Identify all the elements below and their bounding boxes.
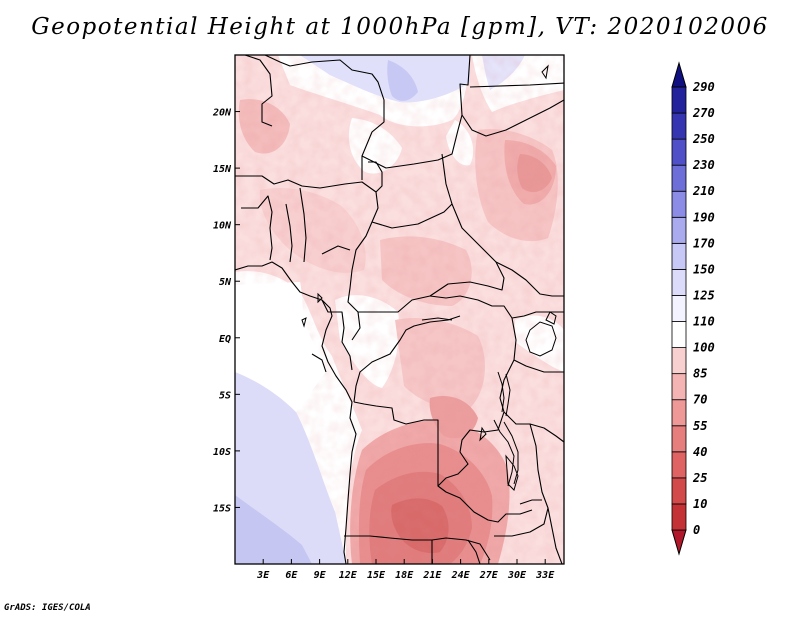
lon-tick-label: 3E — [256, 570, 270, 581]
colorbar-swatch — [671, 164, 687, 192]
colorbar-label: 190 — [693, 210, 715, 224]
lat-tick-label: 10S — [213, 447, 231, 458]
lat-tick-label: 20N — [212, 108, 232, 119]
longitude-axis: 3E 6E 9E 12E 15E 18E 21E 24E 27E 30E 33E — [256, 559, 555, 581]
lon-tick-label: 21E — [422, 570, 442, 581]
colorbar-swatch — [671, 269, 687, 296]
lat-tick-label: 15N — [213, 164, 232, 175]
colorbar-label: 85 — [693, 367, 707, 381]
lon-tick-label: 27E — [479, 570, 499, 581]
lon-tick-label: 12E — [339, 570, 358, 581]
colorbar-label: 290 — [692, 80, 715, 94]
colorbar-swatch — [671, 138, 687, 166]
colorbar-swatch — [671, 451, 687, 479]
colorbar-swatch — [671, 190, 687, 218]
lat-tick-label: 5S — [219, 390, 231, 401]
lon-tick-label: 33E — [535, 570, 555, 581]
lon-tick-label: 18E — [395, 570, 414, 581]
country-borders — [235, 55, 564, 564]
colorbar-swatch — [671, 503, 687, 531]
colorbar-swatch — [671, 242, 687, 270]
colorbar-swatch — [671, 295, 687, 322]
colorbar-label: 25 — [692, 471, 707, 485]
colorbar-arrow-low — [671, 529, 687, 556]
map-frame — [234, 54, 565, 565]
credit-text: GrADS: IGES/COLA — [4, 603, 91, 613]
colorbar-swatch — [671, 112, 687, 140]
colorbar-swatch — [671, 216, 687, 244]
lat-tick-label: 10N — [213, 221, 232, 232]
lakes — [301, 64, 557, 505]
colorbar-label: 250 — [692, 132, 715, 146]
colorbar-label: 70 — [693, 393, 707, 407]
colorbar-label: 40 — [693, 445, 707, 459]
lat-tick-label: EQ — [219, 334, 231, 345]
colorbar-label: 125 — [693, 288, 715, 302]
colorbar-swatch — [671, 321, 687, 348]
colorbar-swatch — [671, 86, 687, 114]
colorbar-swatch — [671, 399, 687, 427]
colorbar-swatch — [671, 425, 687, 453]
latitude-axis: 20N 15N 10N 5N EQ 5S 10S 15S — [212, 108, 240, 514]
colorbar-label: 170 — [693, 236, 715, 250]
lat-tick-label: 5N — [219, 277, 232, 288]
colorbar-label: 0 — [693, 523, 700, 537]
lon-tick-label: 15E — [367, 570, 386, 581]
colorbar-label: 55 — [693, 419, 707, 433]
lon-tick-label: 24E — [451, 570, 471, 581]
lon-tick-label: 30E — [507, 570, 527, 581]
colorbar-swatch — [671, 347, 687, 375]
lon-tick-label: 9E — [314, 570, 327, 581]
height-field — [235, 55, 564, 564]
colorbar-label: 110 — [693, 315, 715, 329]
page-title: Geopotential Height at 1000hPa [gpm], VT… — [31, 14, 769, 40]
colorbar-swatch — [671, 373, 687, 401]
colorbar-label: 150 — [693, 262, 715, 276]
colorbar-label: 270 — [692, 106, 715, 120]
colorbar-label: 210 — [692, 184, 715, 198]
colorbar-swatch — [671, 477, 687, 505]
lat-tick-label: 15S — [213, 503, 231, 514]
colorbar-label: 230 — [692, 158, 715, 172]
colorbar: 0 10 25 40 55 70 85 100 110 125 150 170 190 210 230 250… — [671, 61, 715, 556]
colorbar-arrow-high — [671, 61, 687, 88]
colorbar-label: 10 — [693, 497, 707, 511]
lon-tick-label: 6E — [285, 570, 298, 581]
colorbar-label: 100 — [693, 341, 715, 355]
